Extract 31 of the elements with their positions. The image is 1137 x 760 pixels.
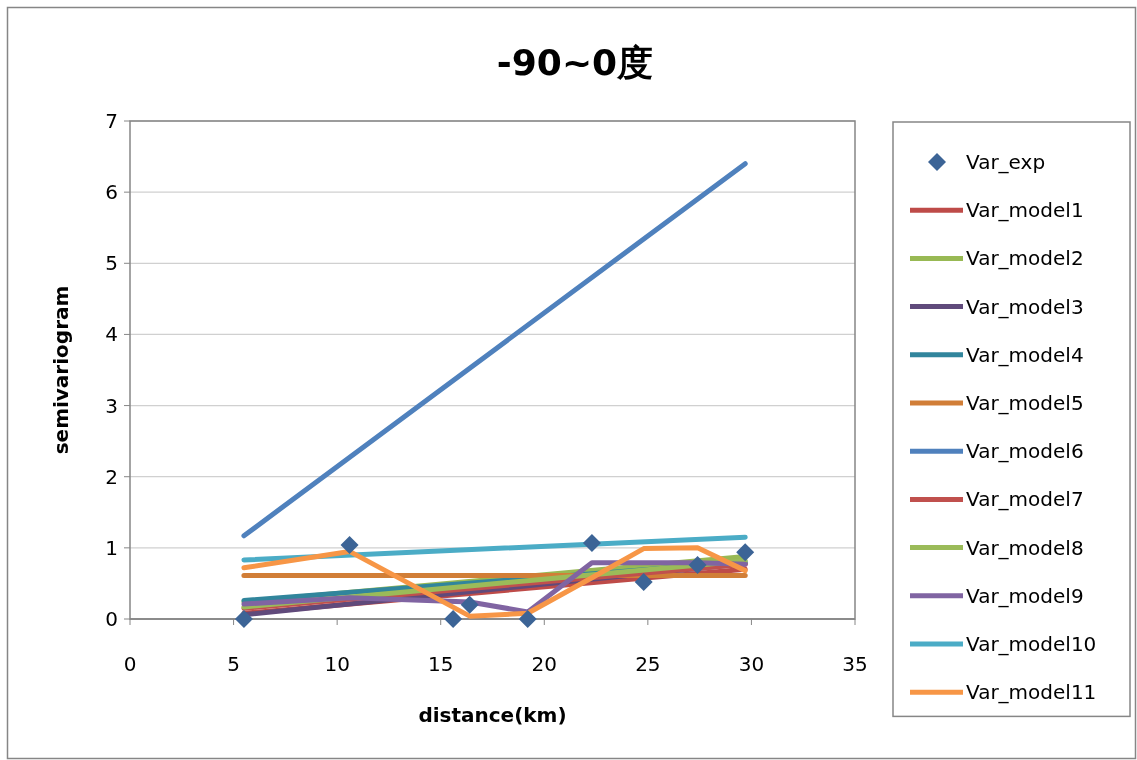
title: -90~0度	[496, 42, 654, 83]
legend-label: Var_model8	[966, 535, 1084, 560]
y-axis-title: semivariogram	[49, 285, 73, 455]
x-axis-title: distance(km)	[418, 703, 567, 727]
y-tick-label: 7	[105, 109, 118, 133]
x-tick-label: 35	[842, 652, 868, 676]
y-tick-label: 3	[105, 393, 118, 418]
x-tick-label: 15	[427, 652, 454, 676]
x-tick-label: 10	[324, 652, 350, 676]
legend-label: Var_model5	[966, 391, 1084, 415]
y-tick-label: 5	[105, 251, 118, 276]
legend-label: Var_exp	[966, 150, 1046, 174]
legend-label: Var_model11	[966, 680, 1097, 705]
legend-label: Var_model1	[966, 198, 1084, 223]
y-tick-label: 2	[105, 464, 118, 489]
legend-label: Var_model2	[966, 246, 1084, 271]
x-tick-label: 25	[635, 652, 661, 676]
x-tick-label: 0	[123, 652, 137, 676]
y-tick-label: 6	[105, 180, 118, 205]
y-tick-label: 0	[105, 607, 118, 631]
legend-label: Var_model4	[966, 342, 1084, 367]
x-tick-label: 30	[738, 652, 765, 676]
legend-label: Var_model9	[966, 583, 1084, 608]
y-tick-label: 4	[105, 322, 118, 347]
legend-label: Var_model6	[966, 439, 1084, 464]
x-tick-label: 5	[227, 652, 240, 676]
x-tick-label: 20	[531, 652, 558, 676]
legend-label: Var_model3	[966, 294, 1084, 319]
legend-label: Var_model7	[966, 487, 1084, 512]
legend-label: Var_model10	[966, 632, 1097, 656]
y-tick-label: 1	[105, 535, 118, 560]
